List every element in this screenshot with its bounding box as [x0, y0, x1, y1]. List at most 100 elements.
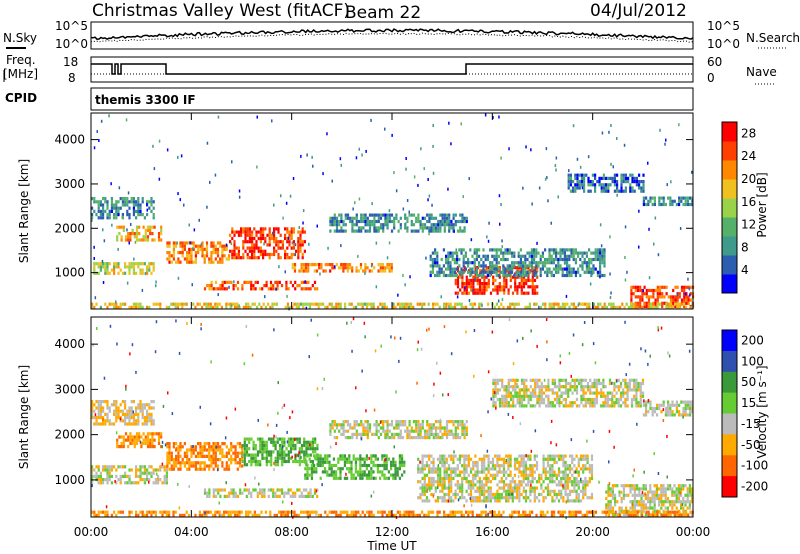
heatmap-cell: [456, 420, 460, 424]
heatmap-cell: [208, 491, 211, 495]
heatmap-cell: [292, 246, 295, 250]
heatmap-cell: [653, 199, 656, 203]
heatmap-cell: [287, 456, 290, 460]
heatmap-cell: [406, 216, 409, 220]
heatmap-cell: [170, 260, 173, 264]
heatmap-cell: [622, 173, 625, 177]
heatmap-cell: [379, 266, 382, 270]
heatmap-cell: [270, 236, 273, 241]
heatmap-cell: [678, 292, 681, 296]
heatmap-cell: [172, 442, 175, 446]
heatmap-cell: [588, 267, 591, 271]
heatmap-cell: [549, 388, 552, 392]
heatmap-cell: [128, 419, 131, 423]
heatmap-cell: [285, 201, 288, 205]
heatmap-cell: [465, 291, 468, 295]
heatmap-cell: [426, 226, 429, 230]
heatmap-cell: [456, 275, 460, 279]
heatmap-cell: [594, 248, 597, 252]
heatmap-cell: [476, 464, 479, 468]
heatmap-cell: [421, 486, 424, 490]
heatmap-cell: [216, 445, 220, 449]
heatmap-cell: [511, 254, 514, 258]
heatmap-cell: [214, 461, 217, 465]
nsky-panel: [90, 21, 694, 50]
heatmap-cell: [526, 274, 529, 278]
heatmap-cell: [475, 270, 478, 274]
heatmap-cell: [273, 233, 276, 237]
heatmap-cell: [399, 216, 402, 220]
heatmap-cell: [507, 460, 510, 465]
heatmap-cell: [357, 302, 360, 306]
heatmap-cell: [289, 440, 293, 444]
heatmap-cell: [351, 266, 354, 270]
heatmap-cell: [575, 476, 578, 481]
heatmap-cell: [388, 263, 391, 267]
heatmap-cell: [97, 474, 100, 478]
heatmap-cell: [142, 238, 145, 242]
heatmap-cell: [294, 280, 297, 284]
heatmap-cell: [498, 401, 502, 405]
heatmap-cell: [474, 464, 477, 468]
heatmap-cell: [317, 457, 320, 461]
heatmap-cell: [366, 219, 369, 224]
heatmap-cell: [586, 454, 589, 458]
heatmap-cell: [599, 275, 601, 279]
heatmap-cell: [330, 302, 333, 306]
heatmap-cell: [199, 467, 202, 471]
heatmap-cell: [431, 264, 434, 268]
heatmap-cell: [434, 223, 438, 227]
heatmap-cell: [342, 266, 345, 270]
heatmap-cell: [241, 458, 244, 462]
heatmap-cell: [137, 302, 140, 306]
heatmap-cell: [584, 401, 587, 405]
heatmap-cell: [160, 228, 163, 232]
heatmap-cell: [567, 176, 570, 180]
heatmap-cell: [428, 457, 431, 461]
heatmap-cell: [141, 403, 144, 407]
heatmap-cell: [502, 473, 506, 477]
heatmap-cell: [285, 459, 288, 464]
heatmap-cell: [128, 412, 131, 416]
heatmap-cell: [300, 494, 303, 498]
heatmap-cell: [237, 246, 240, 250]
heatmap-cell: [219, 488, 222, 492]
heatmap-cell: [467, 457, 470, 461]
heatmap-cell: [525, 404, 528, 408]
heatmap-cell: [478, 248, 481, 252]
heatmap-cell: [429, 257, 432, 262]
heatmap-cell: [152, 468, 155, 472]
heatmap-cell: [665, 302, 668, 306]
heatmap-cell: [302, 280, 306, 284]
heatmap-cell: [269, 280, 273, 284]
heatmap-cell: [553, 492, 556, 497]
heatmap-cell: [511, 476, 514, 481]
heatmap-cell: [242, 252, 245, 257]
heatmap-cell: [575, 397, 579, 402]
heatmap-cell: [373, 423, 376, 427]
heatmap-cell: [197, 454, 200, 458]
heatmap-cell: [155, 432, 158, 436]
heatmap-cell: [448, 219, 451, 224]
heatmap-cell: [320, 263, 323, 267]
heatmap-cell: [464, 267, 467, 271]
freq-tick-bottom: 8: [68, 71, 76, 85]
heatmap-cell: [146, 471, 149, 475]
heatmap-cell: [116, 438, 119, 442]
heatmap-cell: [579, 165, 582, 169]
heatmap-cell: [161, 481, 164, 485]
heatmap-cell: [381, 473, 384, 477]
heatmap-cell: [542, 464, 545, 468]
heatmap-cell: [372, 454, 375, 458]
nsky-label: N.Sky: [3, 31, 37, 45]
heatmap-cell: [476, 282, 479, 286]
heatmap-cell: [584, 385, 587, 389]
heatmap-cell: [231, 227, 234, 231]
heatmap-cell: [326, 473, 329, 477]
freq-series-line: [91, 63, 693, 75]
heatmap-cell: [152, 265, 155, 269]
heatmap-cell: [441, 464, 444, 468]
heatmap-cell: [538, 186, 541, 190]
heatmap-cell: [190, 454, 193, 458]
heatmap-cell: [413, 175, 416, 179]
